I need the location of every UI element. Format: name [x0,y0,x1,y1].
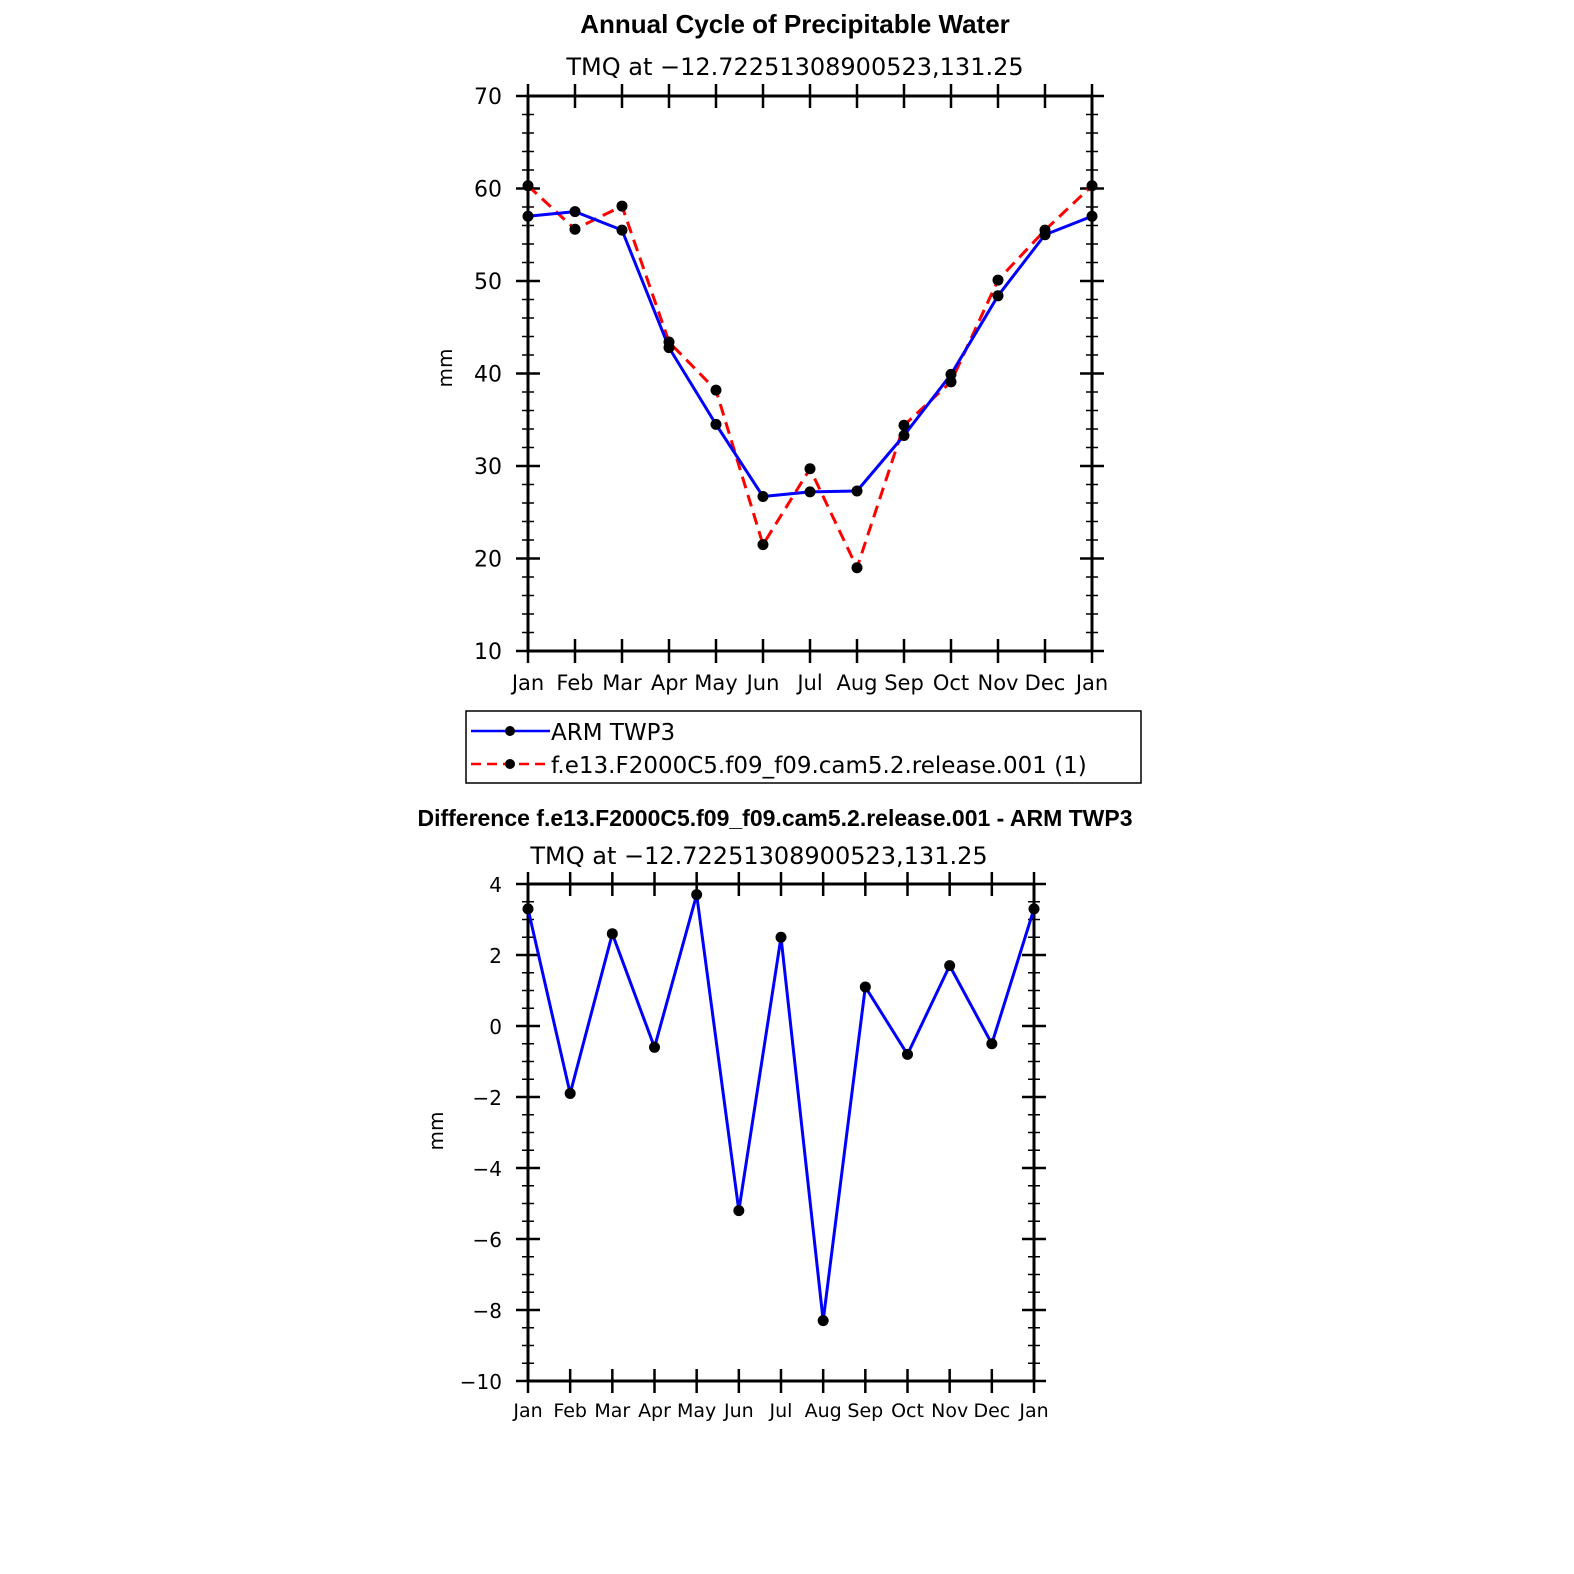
y-tick-label: 0 [489,1015,502,1039]
y-tick-label: 50 [474,270,502,295]
x-tick-label: Jul [769,1400,793,1422]
data-point [992,274,1004,286]
series-line [526,893,1036,1323]
annual-cycle-chart: Annual Cycle of Precipitable Water TMQ a… [433,9,1142,784]
plot-area: 10 20 30 40 50 60 70 Jan Feb Mar Apr May Jun Jul Aug Se… [474,84,1108,695]
chart-subtitle: TMQ at −12.72251308900523,131.25 [565,53,1023,81]
x-tick-label: Mar [602,671,642,695]
x-tick-label: Jan [1074,671,1108,695]
data-point [992,290,1004,302]
y-tick-label: −2 [473,1086,502,1110]
y-tick-label: 40 [474,363,502,388]
data-point [710,418,722,430]
data-point [757,539,769,551]
data-point [616,200,628,212]
x-tick-label: Jan [1018,1400,1048,1422]
y-axis-label: mm [433,349,457,388]
data-point [522,210,534,222]
data-point [898,419,910,431]
plot-frame [526,882,1036,1383]
x-tick-label: Sep [884,671,924,695]
x-tick-label: Mar [594,1400,630,1422]
legend-marker-series-2 [505,759,515,769]
data-point [569,223,581,235]
data-point [804,463,816,475]
data-point [817,1315,829,1327]
x-tick-label: Aug [836,671,877,695]
data-point [986,1038,998,1050]
x-tick-label: Aug [805,1400,842,1422]
data-point [522,903,534,915]
data-point [898,429,910,441]
difference-chart: Difference f.e13.F2000C5.f09_f09.cam5.2.… [417,805,1132,1422]
y-tick-label: −10 [460,1370,502,1394]
data-point [1028,903,1040,915]
plot-frame [526,94,1094,653]
plot-area: −10 −8 −6 −4 −2 0 2 4 Jan Feb Mar Apr May Jun Jul Aug Se… [460,872,1049,1422]
data-point [902,1048,913,1060]
x-tick-label: Dec [973,1400,1010,1422]
data-point [710,384,722,396]
chart-subtitle: TMQ at −12.72251308900523,131.25 [529,842,987,870]
legend-label-series-2: f.e13.F2000C5.f09_f09.cam5.2.release.001… [551,753,1087,779]
data-point [944,960,956,972]
x-tick-label: Jul [795,671,822,695]
data-point [616,224,628,236]
x-tick-label: Apr [651,671,688,695]
data-point [663,336,675,348]
data-point [649,1041,660,1053]
x-tick-label: Dec [1025,671,1066,695]
x-tick-label: Nov [978,671,1019,695]
y-tick-label: 30 [474,455,502,480]
data-point [522,180,534,192]
chart-title: Annual Cycle of Precipitable Water [580,9,1010,39]
data-point [1086,180,1098,192]
data-point [775,931,787,943]
data-point [851,562,863,574]
x-tick-label: May [694,671,737,695]
data-point [804,486,816,498]
x-tick-label: Feb [556,671,593,695]
data-point [569,206,581,218]
legend-box [465,710,1142,784]
y-axis-label: mm [424,1112,448,1151]
x-tick-label: May [677,1400,716,1422]
y-tick-label: −4 [473,1157,502,1181]
data-point [757,491,769,503]
chart-title: Difference f.e13.F2000C5.f09_f09.cam5.2.… [417,805,1132,831]
y-tick-label: −6 [473,1228,502,1252]
y-tick-label: 20 [474,548,502,573]
data-point [1086,210,1098,222]
series-line [526,184,1094,570]
legend-label-series-1: ARM TWP3 [551,720,675,746]
x-tick-label: Apr [638,1400,671,1422]
x-tick-label: Jun [745,671,780,695]
x-tick-label: Oct [933,671,969,695]
data-point [564,1087,576,1099]
x-tick-label: Jun [723,1400,754,1422]
y-tick-label: 4 [489,873,502,897]
data-point [851,485,863,497]
y-tick-label: 2 [489,944,502,968]
x-tick-label: Feb [553,1400,587,1422]
data-point [606,928,618,940]
x-tick-label: Sep [847,1400,883,1422]
y-tick-label: −8 [473,1299,502,1323]
y-tick-label: 70 [474,85,502,110]
x-tick-label: Jan [512,1400,542,1422]
legend-marker-series-1 [505,726,515,736]
data-point [859,981,871,993]
x-tick-label: Nov [931,1400,968,1422]
series-line [527,210,1093,499]
y-tick-label: 60 [474,178,502,203]
data-point [733,1205,745,1217]
data-point [1039,224,1051,236]
data-point [691,889,703,901]
legend: ARM TWP3 f.e13.F2000C5.f09_f09.cam5.2.re… [465,710,1142,784]
x-tick-label: Jan [510,671,544,695]
x-tick-label: Oct [891,1400,924,1422]
y-tick-label: 10 [474,640,502,665]
data-point [945,376,957,388]
